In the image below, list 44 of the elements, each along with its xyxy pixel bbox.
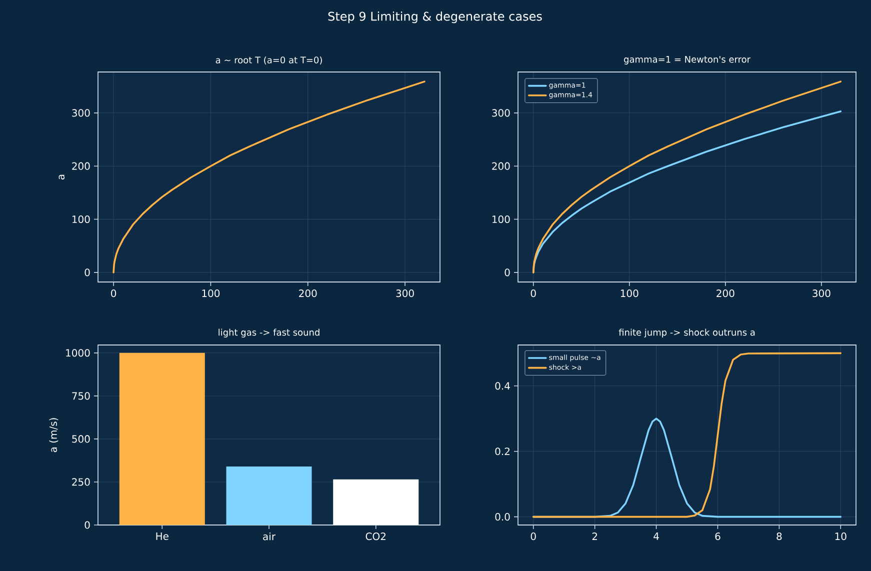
x-tick-label: air (263, 532, 276, 540)
y-tick-label: 250 (72, 478, 90, 486)
y-tick-label: 100 (72, 215, 90, 224)
y-tick-label: 200 (72, 162, 90, 170)
y-tick-label: 300 (72, 109, 90, 117)
y-tick-label: 100 (492, 215, 510, 224)
x-tick-label: 6 (715, 532, 720, 540)
x-tick-label: CO2 (366, 532, 386, 540)
y-tick-label: 0.2 (495, 448, 510, 456)
y-tick-label: 0 (504, 268, 510, 276)
y-tick-label: 500 (72, 435, 90, 443)
text: Step 9 Limiting & degenerate cases (328, 12, 542, 24)
y-tick-label: 0.4 (495, 382, 510, 390)
bar (119, 352, 205, 525)
y-tick-label: 200 (492, 162, 510, 170)
y-tick-label: 1000 (66, 349, 90, 357)
x-tick-label: 200 (716, 290, 734, 298)
y-tick-label: 750 (72, 392, 90, 400)
x-tick-label: 0 (530, 290, 536, 298)
x-tick-label: 10 (835, 532, 846, 540)
x-tick-label: 4 (654, 532, 659, 540)
x-tick-label: 0 (111, 290, 116, 298)
line-series (532, 352, 842, 518)
bar (226, 466, 312, 525)
x-tick-label: 200 (299, 290, 317, 298)
y-axis-title: a (m/s) (49, 418, 58, 452)
bar (333, 479, 419, 525)
chart-title: finite jump -> shock outruns a (618, 328, 755, 338)
x-tick-label: 100 (620, 290, 638, 298)
x-tick-label: 300 (396, 290, 414, 298)
x-tick-label: 8 (776, 532, 782, 540)
chart-title: gamma=1 = Newton's error (624, 56, 751, 64)
x-tick-label: 100 (202, 290, 220, 298)
y-axis-title: a (58, 174, 65, 180)
y-tick-label: 0 (84, 521, 90, 529)
x-tick-label: He (156, 532, 168, 540)
x-tick-label: 300 (812, 290, 830, 298)
x-tick-label: 0 (530, 532, 536, 540)
x-tick-label: 2 (592, 532, 598, 540)
y-tick-label: 0 (84, 268, 90, 276)
y-tick-label: 300 (492, 109, 510, 117)
chart-title: a ~ root T (a=0 at T=0) (216, 56, 322, 64)
y-tick-label: 0.0 (495, 513, 510, 521)
chart-title: light gas -> fast sound (218, 328, 320, 338)
